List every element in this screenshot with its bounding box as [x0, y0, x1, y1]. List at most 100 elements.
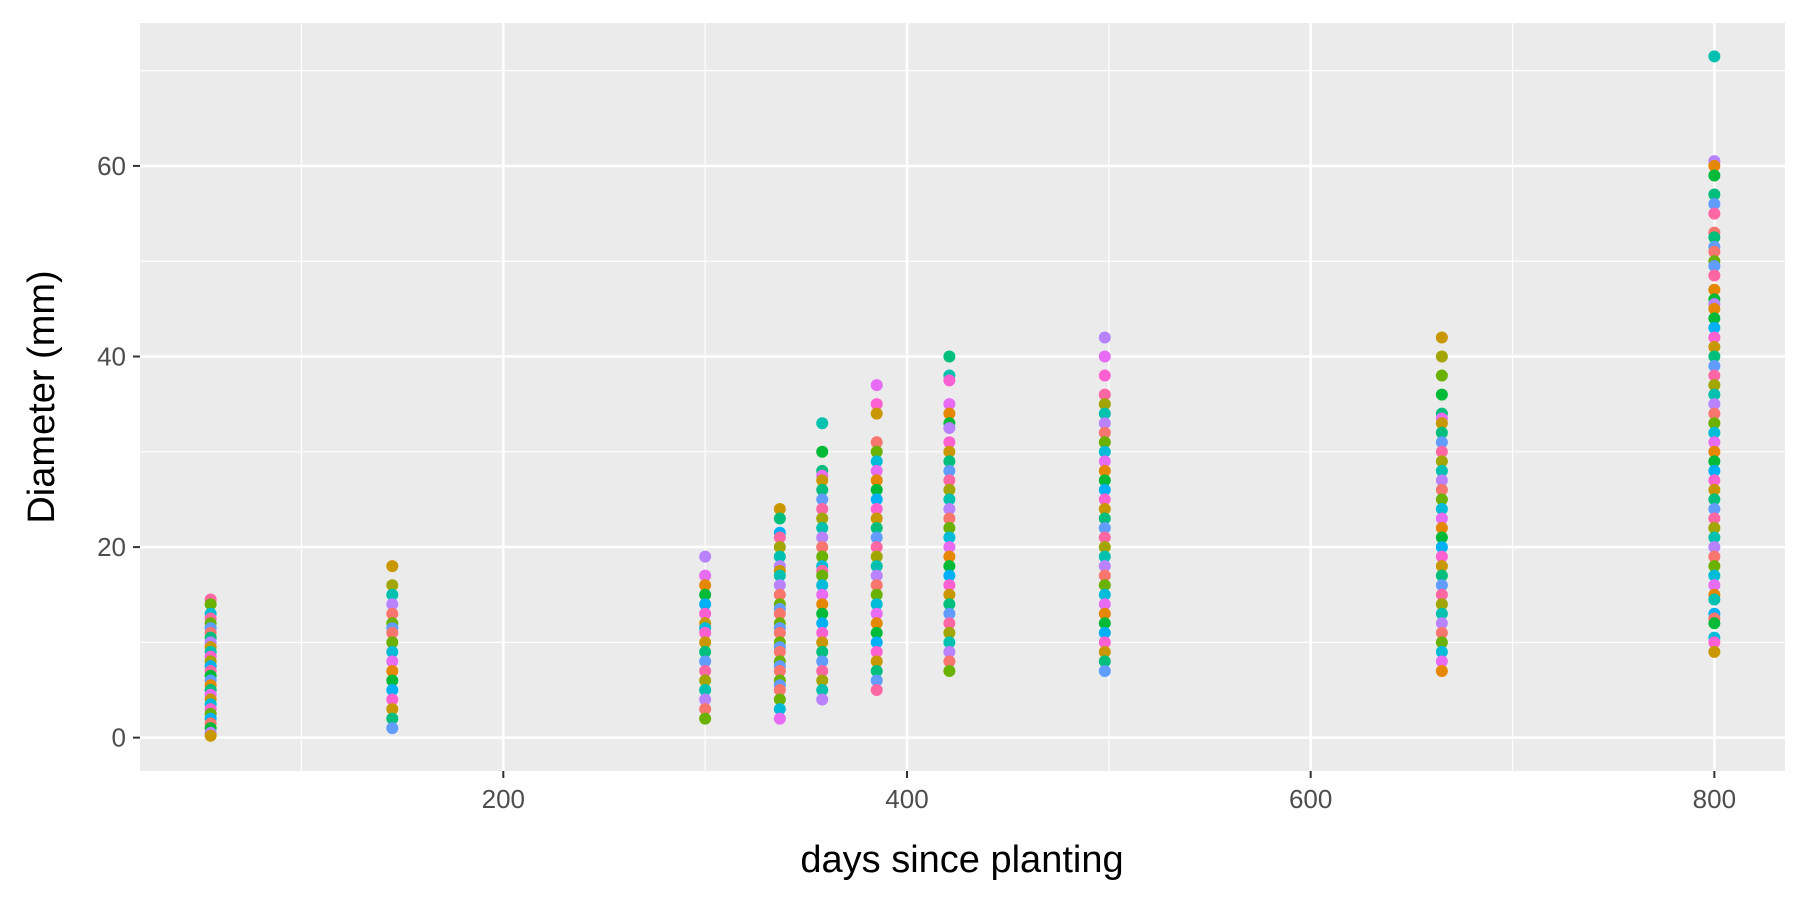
- data-point: [1098, 626, 1111, 639]
- data-point: [1098, 664, 1111, 677]
- data-point: [1708, 302, 1721, 315]
- data-point: [773, 712, 786, 725]
- data-point: [943, 598, 956, 611]
- data-point: [943, 617, 956, 630]
- data-point: [386, 560, 399, 573]
- data-point: [1098, 417, 1111, 430]
- data-point: [1708, 350, 1721, 363]
- data-point: [1098, 607, 1111, 620]
- data-point: [943, 407, 956, 420]
- major-gridlines: [140, 23, 1785, 771]
- data-point: [1708, 340, 1721, 353]
- data-point: [816, 512, 829, 525]
- y-axis: 0 20 40 60: [97, 151, 140, 753]
- data-point: [1435, 417, 1448, 430]
- data-point: [1098, 369, 1111, 382]
- data-point: [1708, 550, 1721, 563]
- data-point: [1708, 464, 1721, 477]
- x-tick-label: 200: [482, 784, 525, 814]
- data-point: [1708, 231, 1721, 244]
- data-point: [1708, 379, 1721, 392]
- data-point: [1708, 321, 1721, 334]
- data-point: [1435, 550, 1448, 563]
- data-point: [943, 464, 956, 477]
- data-point: [699, 607, 712, 620]
- data-point: [816, 674, 829, 687]
- data-point: [943, 569, 956, 582]
- data-point: [1708, 269, 1721, 282]
- data-point: [1435, 502, 1448, 515]
- data-point: [870, 598, 883, 611]
- data-point: [816, 531, 829, 544]
- x-tick-label: 600: [1289, 784, 1332, 814]
- data-point: [386, 703, 399, 716]
- data-point: [773, 512, 786, 525]
- data-point: [699, 636, 712, 649]
- data-point: [386, 636, 399, 649]
- data-point: [1708, 493, 1721, 506]
- data-point: [816, 579, 829, 592]
- data-point: [1708, 483, 1721, 496]
- data-point: [870, 379, 883, 392]
- data-point: [1098, 493, 1111, 506]
- data-point: [1098, 655, 1111, 668]
- data-point: [816, 522, 829, 535]
- data-point: [816, 684, 829, 697]
- data-point: [943, 550, 956, 563]
- data-point: [1708, 398, 1721, 411]
- data-point: [870, 407, 883, 420]
- data-point: [1708, 579, 1721, 592]
- data-point: [1435, 436, 1448, 449]
- data-point: [1708, 388, 1721, 401]
- data-point: [204, 598, 217, 611]
- data-point: [773, 703, 786, 716]
- data-point: [943, 483, 956, 496]
- data-point: [1098, 512, 1111, 525]
- data-point: [870, 588, 883, 601]
- data-point: [699, 693, 712, 706]
- data-point: [1435, 388, 1448, 401]
- data-point: [943, 398, 956, 411]
- data-point: [1098, 579, 1111, 592]
- data-point: [1435, 645, 1448, 658]
- data-point: [1098, 398, 1111, 411]
- data-points: [204, 50, 1721, 742]
- data-point: [1708, 407, 1721, 420]
- data-point: [943, 502, 956, 515]
- data-point: [943, 579, 956, 592]
- data-point: [1708, 436, 1721, 449]
- data-point: [386, 645, 399, 658]
- data-point: [699, 674, 712, 687]
- data-point: [816, 541, 829, 554]
- data-point: [1435, 512, 1448, 525]
- data-point: [699, 588, 712, 601]
- data-point: [816, 417, 829, 430]
- data-point: [386, 684, 399, 697]
- data-point: [1098, 531, 1111, 544]
- data-point: [1098, 588, 1111, 601]
- data-point: [1435, 350, 1448, 363]
- panel-background: [140, 23, 1785, 771]
- data-point: [1098, 464, 1111, 477]
- data-point: [870, 684, 883, 697]
- data-point: [773, 588, 786, 601]
- data-point: [773, 531, 786, 544]
- data-point: [1708, 245, 1721, 258]
- data-point: [1098, 436, 1111, 449]
- data-point: [1435, 331, 1448, 344]
- data-point: [1708, 207, 1721, 220]
- x-axis-title: days since planting: [800, 839, 1123, 881]
- data-point: [943, 588, 956, 601]
- data-point: [816, 483, 829, 496]
- data-point: [816, 607, 829, 620]
- data-point: [1708, 445, 1721, 458]
- y-tick-label: 40: [97, 342, 126, 372]
- data-point: [816, 445, 829, 458]
- data-point: [870, 398, 883, 411]
- data-point: [816, 588, 829, 601]
- data-point: [1708, 541, 1721, 554]
- data-point: [1435, 579, 1448, 592]
- data-point: [816, 655, 829, 668]
- data-point: [386, 655, 399, 668]
